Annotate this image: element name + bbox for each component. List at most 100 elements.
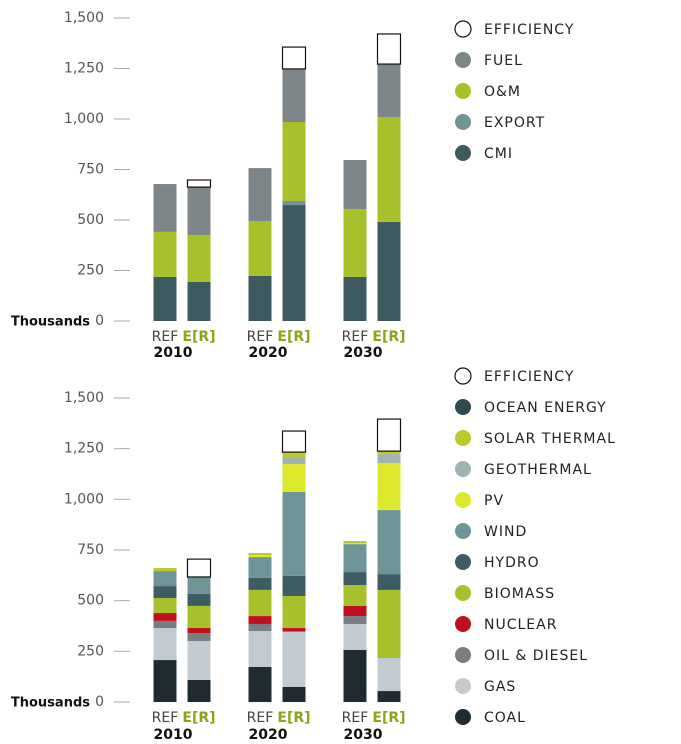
bar-segment: [377, 574, 401, 590]
bar-segment: [343, 585, 367, 606]
legend-swatch: [455, 678, 471, 694]
bar-segment: [153, 231, 177, 277]
x-tick-label: E[R]: [182, 710, 215, 726]
bar-segment: [248, 275, 272, 321]
legend-label: SOLAR THERMAL: [484, 431, 616, 447]
x-tick-label: REF: [342, 329, 369, 345]
bar-segment: [282, 122, 306, 202]
bar-segment: [282, 575, 306, 597]
bar-segment: [282, 452, 306, 458]
y-tick-label: 750: [77, 542, 104, 558]
bar-segment: [187, 576, 211, 594]
bar-segment: [343, 276, 367, 321]
legend-swatch: [454, 20, 472, 38]
x-tick-label: REF: [247, 710, 274, 726]
legend-swatch: [455, 461, 471, 477]
group-label: 2010: [154, 727, 193, 743]
y-tick-label: 500: [77, 593, 104, 609]
legend-label: EFFICIENCY: [484, 22, 574, 38]
legend-swatch: [454, 367, 472, 385]
x-tick-label: E[R]: [182, 329, 215, 345]
x-tick-label: E[R]: [372, 329, 405, 345]
bar-segment: [282, 687, 306, 702]
bar-segment: [377, 116, 401, 223]
bar-segment: [248, 557, 272, 578]
bar-segment: [376, 33, 402, 65]
bar-segment: [187, 679, 211, 702]
legend-swatch: [455, 430, 471, 446]
bar-segment: [186, 179, 212, 188]
bar-segment: [343, 544, 367, 573]
group-label: 2020: [249, 345, 288, 361]
legend-label: O&M: [484, 84, 521, 100]
bar-segment: [248, 221, 272, 276]
bar-segment: [248, 623, 272, 632]
bar-segment: [248, 616, 272, 624]
legend-swatch: [455, 399, 471, 415]
bar-segment: [248, 168, 272, 222]
bar-segment: [248, 577, 272, 590]
legend-swatch: [455, 554, 471, 570]
bar-segment: [153, 276, 177, 321]
bar-segment: [343, 623, 367, 650]
bar-segment: [377, 454, 401, 464]
bar-segment: [377, 222, 401, 321]
legend-label: PV: [484, 493, 504, 509]
bar-segment: [282, 201, 306, 206]
bar-segment: [153, 586, 177, 599]
bar-segment: [343, 605, 367, 617]
y-tick-label: 1,500: [64, 10, 104, 26]
bar-segment: [377, 463, 401, 511]
bar-segment: [377, 691, 401, 702]
legend-swatch: [455, 709, 471, 725]
x-tick-label: E[R]: [277, 710, 310, 726]
y-tick-label: 1,500: [64, 390, 104, 406]
bar-segment: [153, 620, 177, 629]
y-tick-label: 1,000: [64, 491, 104, 507]
legend-label: GEOTHERMAL: [484, 462, 592, 478]
y-tick-label: 1,250: [64, 441, 104, 457]
bar-segment: [186, 558, 212, 578]
bar-segment: [343, 572, 367, 586]
legend-label: OIL & DIESEL: [484, 648, 588, 664]
y-tick-label: 750: [77, 162, 104, 178]
bar-segment: [187, 628, 211, 634]
bar-segment: [377, 451, 401, 455]
y-axis-label: Thousands: [11, 696, 90, 711]
bar-segment: [153, 660, 177, 702]
x-tick-label: REF: [247, 329, 274, 345]
y-tick-label: 250: [77, 643, 104, 659]
legend-label: COAL: [484, 710, 526, 726]
group-label: 2030: [344, 345, 383, 361]
bar-segment: [282, 596, 306, 629]
group-label: 2010: [154, 345, 193, 361]
x-tick-label: E[R]: [277, 329, 310, 345]
bar-segment: [248, 555, 272, 558]
legend-swatch: [455, 83, 471, 99]
legend-swatch: [455, 616, 471, 632]
y-tick-label: 0: [95, 694, 104, 710]
group-label: 2030: [344, 727, 383, 743]
x-tick-label: REF: [342, 710, 369, 726]
legend-label: CMI: [484, 146, 513, 162]
legend-swatch: [455, 647, 471, 663]
bar-segment: [282, 631, 306, 633]
y-tick-label: 1,000: [64, 111, 104, 127]
bar-segment: [187, 234, 211, 283]
bar-segment: [282, 632, 306, 688]
bar-segment: [281, 46, 307, 70]
bar-segment: [343, 160, 367, 210]
bar-segment: [153, 571, 177, 587]
bar-segment: [187, 633, 211, 641]
bar-segment: [153, 598, 177, 614]
bar-segment: [153, 568, 177, 572]
bar-segment: [343, 616, 367, 624]
bar-segment: [377, 510, 401, 575]
bar-segment: [282, 68, 306, 123]
bar-segment: [282, 205, 306, 321]
y-tick-label: 500: [77, 212, 104, 228]
bar-segment: [248, 589, 272, 617]
y-tick-label: 250: [77, 263, 104, 279]
x-tick-label: REF: [152, 329, 179, 345]
